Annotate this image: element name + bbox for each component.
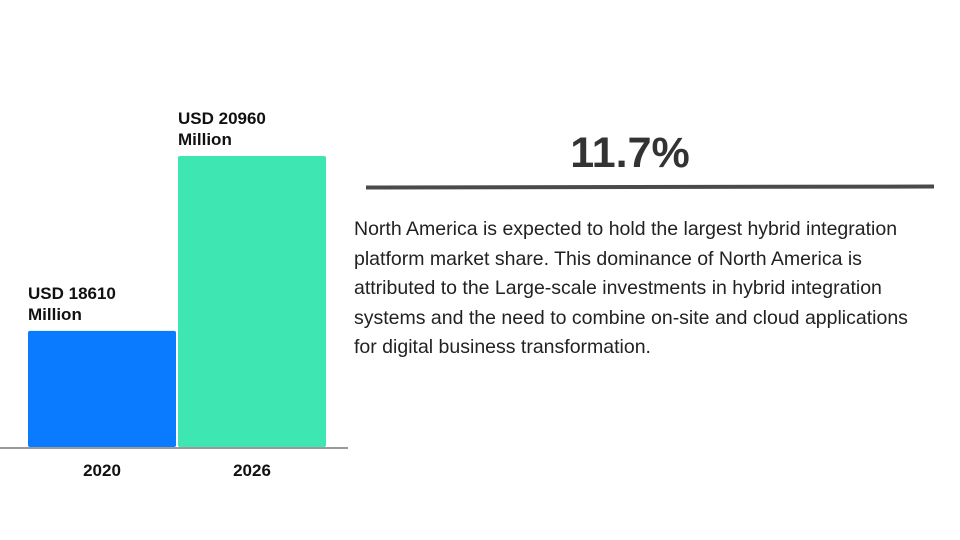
bar-chart: [0, 155, 348, 449]
x-tick-label-2020: 2020: [83, 461, 121, 480]
bar-value-label-line: USD 20960: [178, 108, 266, 128]
bar-value-label-line: Million: [178, 129, 232, 149]
market-description: North America is expected to hold the la…: [354, 218, 908, 358]
cagr-value: 11.7%: [570, 129, 690, 177]
x-tick-label-2026: 2026: [233, 461, 271, 480]
bar-value-label-line: USD 18610: [28, 283, 116, 303]
bar-2026: [178, 155, 326, 447]
divider-line: [365, 184, 935, 190]
bar-2020: [28, 330, 176, 447]
bar-value-label-2026: USD 20960 Million: [178, 108, 266, 150]
bar-value-label-line: Million: [28, 304, 82, 324]
bar-value-label-2020: USD 18610 Million: [28, 283, 116, 325]
